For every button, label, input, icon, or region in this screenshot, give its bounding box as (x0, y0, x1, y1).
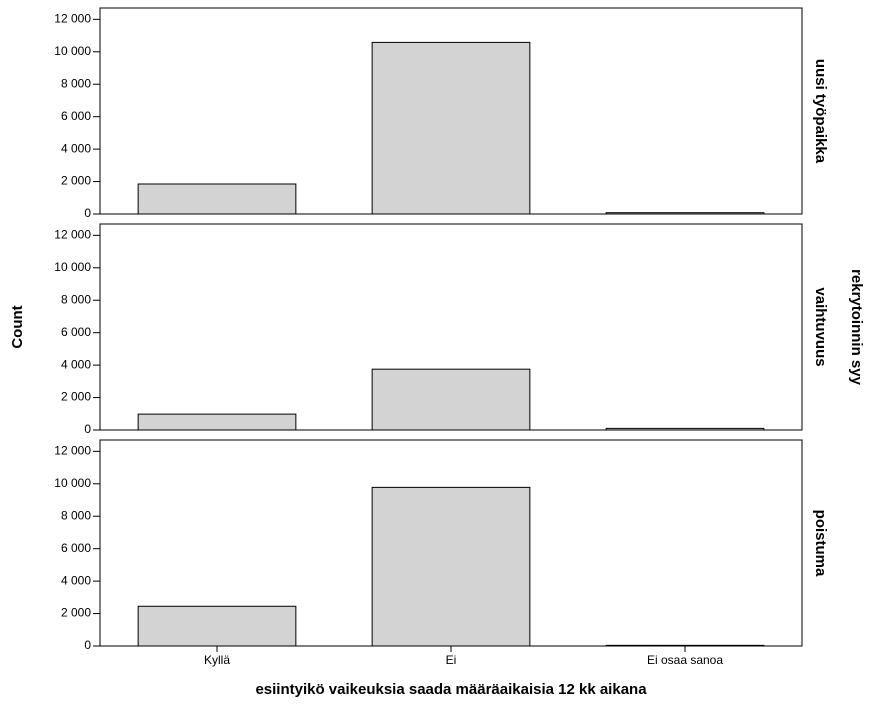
bar (371, 486, 531, 647)
x-tick-label: Kyllä (204, 653, 230, 667)
y-tick-label: 8 000 (61, 292, 91, 306)
y-tick-label: 12 000 (54, 228, 91, 242)
panel-label: poistuma (812, 510, 829, 577)
x-axis-label: esiintyikö vaikeuksia saada määräaikaisi… (255, 681, 647, 698)
y-tick-label: 8 000 (61, 508, 91, 522)
y-tick-label: 12 000 (54, 12, 91, 26)
y-tick-label: 6 000 (61, 109, 91, 123)
bar (605, 427, 765, 431)
panel-label: vaihtuvuus (812, 287, 829, 366)
facet-label: rekrytoinnin syy (848, 269, 865, 386)
bar (371, 41, 531, 215)
x-tick-label: Ei (446, 653, 457, 667)
y-tick-label: 6 000 (61, 325, 91, 339)
y-tick-label: 4 000 (61, 357, 91, 371)
bar (137, 183, 297, 215)
x-tick-label: Ei osaa sanoa (647, 653, 723, 667)
y-tick-label: 12 000 (54, 444, 91, 458)
y-tick-label: 2 000 (61, 606, 91, 620)
bar (605, 644, 765, 647)
y-tick-label: 0 (84, 206, 91, 220)
bar (137, 413, 297, 431)
y-tick-label: 0 (84, 638, 91, 652)
y-tick-label: 2 000 (61, 174, 91, 188)
bar (605, 212, 765, 215)
y-tick-label: 4 000 (61, 141, 91, 155)
y-tick-label: 10 000 (54, 44, 91, 58)
y-tick-label: 2 000 (61, 390, 91, 404)
y-tick-label: 10 000 (54, 476, 91, 490)
panel-label: uusi työpaikka (812, 59, 829, 164)
y-axis-label: Count (9, 305, 26, 348)
y-tick-label: 10 000 (54, 260, 91, 274)
y-tick-label: 0 (84, 422, 91, 436)
bar (137, 605, 297, 647)
y-tick-label: 8 000 (61, 76, 91, 90)
bar (371, 368, 531, 431)
y-tick-label: 6 000 (61, 541, 91, 555)
y-tick-label: 4 000 (61, 573, 91, 587)
